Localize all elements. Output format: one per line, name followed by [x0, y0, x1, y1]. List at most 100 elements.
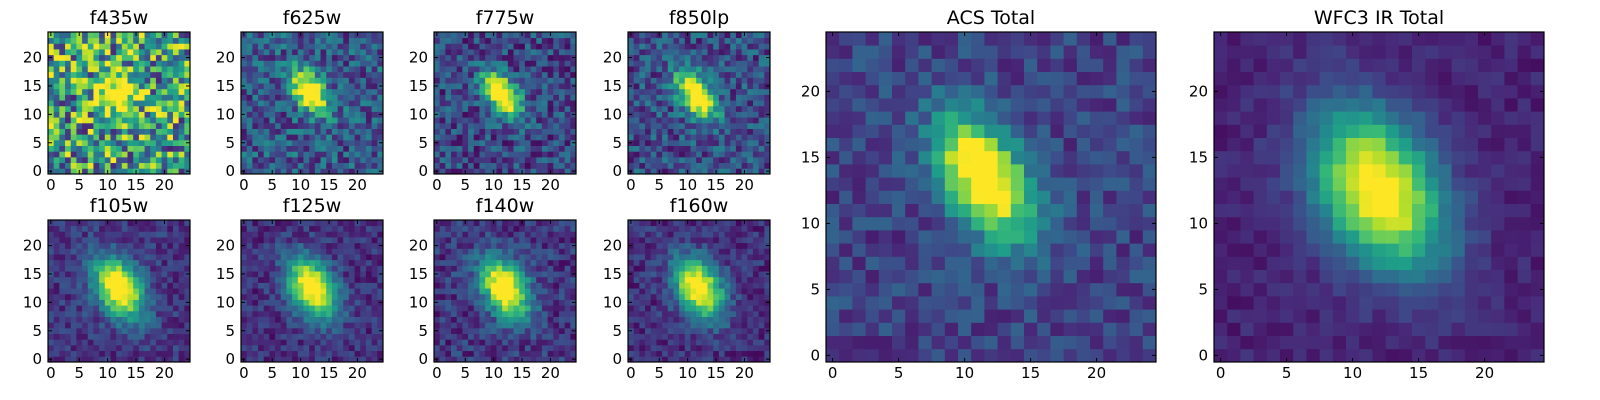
heatmap-cell [263, 88, 270, 95]
heatmap-cell [713, 122, 720, 129]
heatmap-cell [628, 316, 635, 323]
heatmap-cell [65, 139, 72, 146]
heatmap-cell [314, 128, 321, 135]
heatmap-cell [696, 77, 703, 84]
heatmap-cell [65, 111, 72, 118]
heatmap-cell [656, 151, 663, 158]
heatmap-cell [707, 128, 714, 135]
heatmap-cell [473, 134, 480, 141]
heatmap-cell [667, 310, 674, 317]
heatmap-cell [656, 94, 663, 101]
heatmap-cell [656, 111, 663, 118]
heatmap-cell [82, 105, 89, 112]
heatmap-cell [656, 322, 663, 329]
heatmap-cell [53, 259, 60, 266]
heatmap-cell [178, 105, 185, 112]
heatmap-cell [456, 162, 463, 169]
heatmap-cell [121, 310, 128, 317]
heatmap-cell [104, 276, 111, 283]
heatmap-cell [713, 83, 720, 90]
heatmap-cell [150, 231, 157, 238]
heatmap-cell [155, 94, 162, 101]
heatmap-cell [65, 259, 72, 266]
heatmap-cell [439, 288, 446, 295]
heatmap-cell [133, 162, 140, 169]
heatmap-cell [456, 237, 463, 244]
heatmap-cell [275, 49, 282, 56]
heatmap-cell [150, 282, 157, 289]
heatmap-cell [65, 94, 72, 101]
heatmap-cell [246, 259, 253, 266]
heatmap-cell [280, 156, 287, 164]
heatmap-cell [110, 299, 117, 306]
heatmap-cell [99, 77, 106, 84]
heatmap-cell [76, 37, 83, 44]
heatmap-cell [280, 43, 287, 50]
heatmap-cell [536, 37, 543, 44]
heatmap-cell [337, 66, 344, 73]
heatmap-cell [292, 322, 299, 329]
heatmap-cell [371, 37, 378, 44]
heatmap-cell [564, 225, 571, 232]
heatmap-cell [53, 344, 60, 352]
heatmap-cell [93, 293, 100, 300]
heatmap-cell [513, 145, 520, 152]
heatmap-cell [87, 265, 94, 272]
heatmap-cell [513, 71, 520, 78]
heatmap-cell [662, 322, 669, 329]
heatmap-cell [110, 60, 117, 67]
heatmap-cell [161, 265, 168, 272]
heatmap-cell [547, 49, 554, 56]
heatmap-cell [462, 282, 469, 289]
heatmap-cell [275, 237, 282, 244]
heatmap-cell [741, 151, 748, 158]
heatmap-cell [99, 344, 106, 352]
heatmap-cell [445, 259, 452, 266]
heatmap-cell [320, 242, 327, 249]
heatmap-cell [252, 134, 259, 141]
heatmap-cell [280, 37, 287, 44]
heatmap-cell [150, 128, 157, 135]
heatmap-cell [269, 242, 276, 249]
heatmap-cell [735, 88, 742, 95]
heatmap-cell [360, 293, 367, 300]
heatmap-cell [473, 305, 480, 312]
heatmap-cell [365, 220, 373, 227]
heatmap-cell [155, 151, 162, 158]
heatmap-cell [172, 60, 180, 67]
heatmap-cell [48, 60, 55, 67]
heatmap-cell [280, 271, 287, 278]
heatmap-cell [155, 105, 162, 112]
heatmap-cell [314, 145, 321, 152]
heatmap-cell [263, 305, 270, 312]
heatmap-cell [696, 156, 703, 164]
heatmap-cell [519, 242, 526, 249]
heatmap-cell [758, 293, 765, 300]
heatmap-cell [633, 77, 640, 84]
heatmap-cell [53, 327, 60, 334]
heatmap-cell [104, 344, 111, 352]
heatmap-cell [286, 71, 293, 78]
heatmap-cell [104, 305, 111, 312]
heatmap-cell [280, 259, 287, 266]
heatmap-cell [87, 231, 94, 238]
heatmap-cell [530, 316, 537, 323]
heatmap-cell [178, 271, 185, 278]
heatmap-cell [59, 94, 66, 101]
heatmap-cell [679, 100, 686, 107]
heatmap-cell [547, 276, 554, 283]
heatmap-cell [365, 71, 373, 78]
heatmap-cell [121, 237, 128, 244]
heatmap-cell [730, 105, 737, 112]
heatmap-cell [502, 94, 509, 101]
heatmap-cell [178, 128, 185, 135]
heatmap-cell [434, 156, 441, 164]
heatmap-cell [93, 122, 100, 129]
heatmap-cell [650, 49, 657, 56]
heatmap-cell [172, 151, 180, 158]
heatmap-cell [167, 344, 174, 352]
heatmap-cell [252, 231, 259, 238]
heatmap-cell [718, 43, 725, 50]
heatmap-cell [662, 299, 669, 306]
